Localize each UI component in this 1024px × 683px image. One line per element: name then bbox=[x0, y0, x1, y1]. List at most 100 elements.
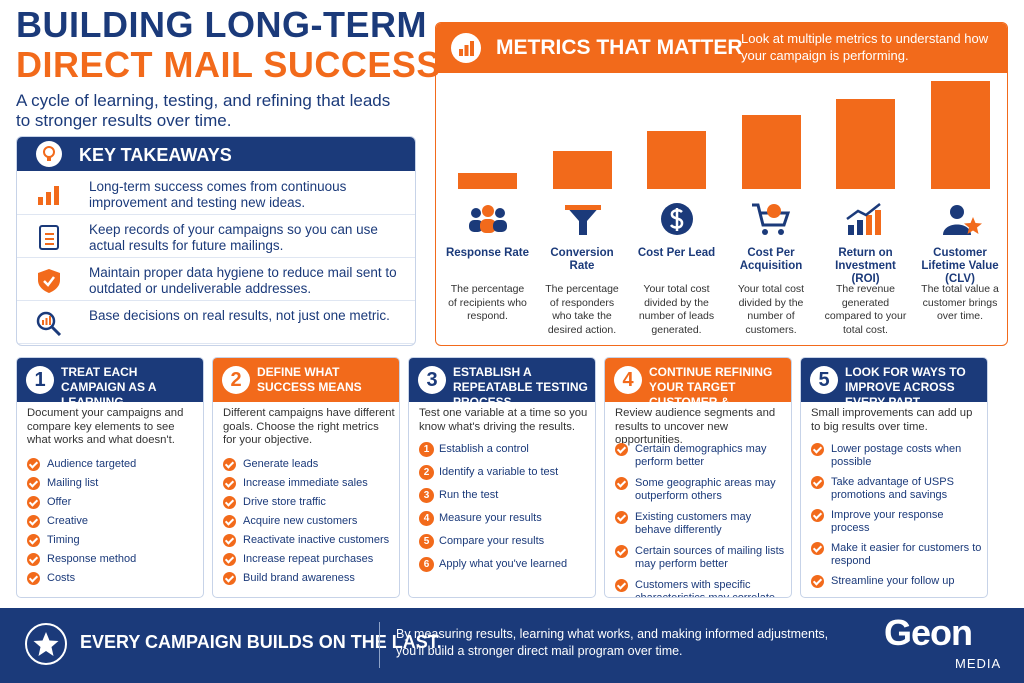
footer-headline: EVERY CAMPAIGN BUILDS ON THE LAST. bbox=[80, 632, 442, 652]
metric-description: The total value a customer brings over t… bbox=[921, 283, 999, 322]
step-item: 5 Compare your results bbox=[419, 534, 591, 549]
item-text: Compare your results bbox=[439, 535, 545, 547]
metric-description: The percentage of responders who take th… bbox=[545, 283, 619, 336]
item-number: 5 bbox=[419, 534, 434, 549]
takeaway-icon bbox=[36, 311, 62, 336]
step-item: 1 Establish a control bbox=[419, 442, 591, 457]
check-icon bbox=[811, 575, 824, 588]
step-item: Customers with specific characteristics … bbox=[615, 579, 787, 597]
takeaway-icon bbox=[38, 269, 60, 293]
metric-icon bbox=[661, 203, 693, 235]
step-list: Generate leads Increase immediate sales Dr… bbox=[223, 458, 395, 585]
step-card: 5 LOOK FOR WAYS TO IMPROVE ACROSS EVERY P… bbox=[800, 357, 988, 598]
step-item: Improve your response process bbox=[811, 509, 983, 535]
step-list: Audience targeted Mailing list Offer Creati… bbox=[27, 458, 199, 585]
metric-name: Conversion Rate bbox=[550, 247, 614, 272]
check-icon bbox=[223, 496, 236, 509]
check-icon bbox=[27, 458, 40, 471]
item-text: Certain demographics may perform better bbox=[635, 443, 767, 468]
metric-description: Your total cost divided by the number of… bbox=[737, 283, 805, 336]
step-header: 2 DEFINE WHAT SUCCESS MEANS bbox=[213, 358, 399, 402]
metric-bar bbox=[647, 131, 706, 189]
item-text: Mailing list bbox=[47, 477, 99, 489]
step-title: DEFINE WHAT SUCCESS MEANS bbox=[257, 365, 362, 394]
step-number: 1 bbox=[26, 366, 54, 394]
check-icon bbox=[811, 476, 824, 489]
metric: Response Rate The percentage of recipient… bbox=[440, 73, 535, 345]
check-icon bbox=[223, 534, 236, 547]
step-intro: Review audience segments and results to … bbox=[615, 407, 776, 446]
check-icon bbox=[223, 477, 236, 490]
step-item: 4 Measure your results bbox=[419, 511, 591, 526]
metric: Conversion Rate The percentage of respond… bbox=[535, 73, 630, 345]
check-icon bbox=[27, 534, 40, 547]
takeaway-icon bbox=[38, 186, 59, 205]
item-text: Offer bbox=[47, 496, 72, 508]
item-text: Increase repeat purchases bbox=[243, 553, 374, 565]
item-text: Timing bbox=[47, 534, 80, 546]
item-text: Acquire new customers bbox=[243, 515, 358, 527]
step-item: Creative bbox=[27, 515, 199, 528]
step-title: LOOK FOR WAYS TO IMPROVE ACROSS EVERY PA… bbox=[845, 365, 966, 409]
check-icon bbox=[223, 458, 236, 471]
item-text: Lower postage costs when possible bbox=[831, 443, 962, 468]
step-item: Timing bbox=[27, 534, 199, 547]
metrics-title: METRICS THAT MATTER bbox=[496, 36, 743, 59]
check-icon bbox=[615, 511, 628, 524]
step-item: Mailing list bbox=[27, 477, 199, 490]
subtitle: A cycle of learning, testing, and refini… bbox=[16, 91, 391, 130]
chart-icon bbox=[451, 33, 481, 63]
step-title: CONTINUE REFINING YOUR TARGET CUSTOMER &… bbox=[649, 365, 773, 424]
metric-name: Return on Investment (ROI) bbox=[835, 247, 896, 285]
takeaway-text: Keep records of your campaigns so you ca… bbox=[89, 222, 378, 253]
item-text: Drive store traffic bbox=[243, 496, 326, 508]
metric-icon bbox=[564, 205, 601, 235]
check-icon bbox=[615, 545, 628, 558]
step-item: Increase repeat purchases bbox=[223, 553, 395, 566]
step-header: 5 LOOK FOR WAYS TO IMPROVE ACROSS EVERY P… bbox=[801, 358, 987, 409]
step-item: Audience targeted bbox=[27, 458, 199, 471]
item-text: Creative bbox=[47, 515, 88, 527]
check-icon bbox=[615, 477, 628, 490]
step-item: Lower postage costs when possible bbox=[811, 443, 983, 469]
takeaway-text: Base decisions on real results, not just… bbox=[89, 308, 390, 323]
step-item: Acquire new customers bbox=[223, 515, 395, 528]
step-number: 5 bbox=[810, 366, 838, 394]
step-item: Drive store traffic bbox=[223, 496, 395, 509]
item-text: Run the test bbox=[439, 489, 499, 501]
item-text: Generate leads bbox=[243, 458, 319, 470]
step-number: 3 bbox=[418, 366, 446, 394]
metrics-description: Look at multiple metrics to understand h… bbox=[741, 31, 989, 63]
item-text: Establish a control bbox=[439, 443, 529, 455]
item-text: Response method bbox=[47, 553, 137, 565]
step-card: 3 ESTABLISH A REPEATABLE TESTING PROCESS T… bbox=[408, 357, 596, 598]
metric-bar bbox=[552, 151, 612, 189]
step-item: Build brand awareness bbox=[223, 572, 395, 585]
check-icon bbox=[811, 443, 824, 456]
metric-description: The revenue generated compared to your t… bbox=[824, 283, 907, 336]
item-text: Apply what you've learned bbox=[439, 558, 568, 570]
title-line-1: BUILDING LONG-TERM bbox=[16, 4, 427, 45]
item-text: Costs bbox=[47, 572, 76, 584]
step-item: Make it easier for customers to respond bbox=[811, 542, 983, 568]
check-icon bbox=[615, 579, 628, 592]
logo: Geon bbox=[884, 612, 973, 653]
check-icon bbox=[223, 572, 236, 585]
footer: EVERY CAMPAIGN BUILDS ON THE LAST. By me… bbox=[0, 608, 1024, 683]
item-number: 4 bbox=[419, 511, 434, 526]
metric: Cost Per Lead Your total cost divided by … bbox=[629, 73, 724, 345]
step-header: 1 TREAT EACH CAMPAIGN AS A LEARNING OPPOR… bbox=[17, 358, 203, 424]
takeaway-text: Maintain proper data hygiene to reduce m… bbox=[89, 265, 397, 296]
step-number: 4 bbox=[614, 366, 642, 394]
step-title: ESTABLISH A REPEATABLE TESTING PROCESS bbox=[453, 365, 588, 409]
step-list: Lower postage costs when possible Take ad… bbox=[811, 443, 983, 588]
step-header: 3 ESTABLISH A REPEATABLE TESTING PROCESS bbox=[409, 358, 595, 409]
check-icon bbox=[223, 515, 236, 528]
metric-icon bbox=[942, 205, 982, 235]
takeaway-icon bbox=[39, 225, 59, 250]
step-item: Costs bbox=[27, 572, 199, 585]
metric-bar bbox=[458, 173, 517, 189]
takeaway: Long-term success comes from continuous … bbox=[17, 173, 415, 215]
takeaway: Keep records of your campaigns so you ca… bbox=[17, 216, 415, 258]
item-text: Increase immediate sales bbox=[243, 477, 368, 489]
